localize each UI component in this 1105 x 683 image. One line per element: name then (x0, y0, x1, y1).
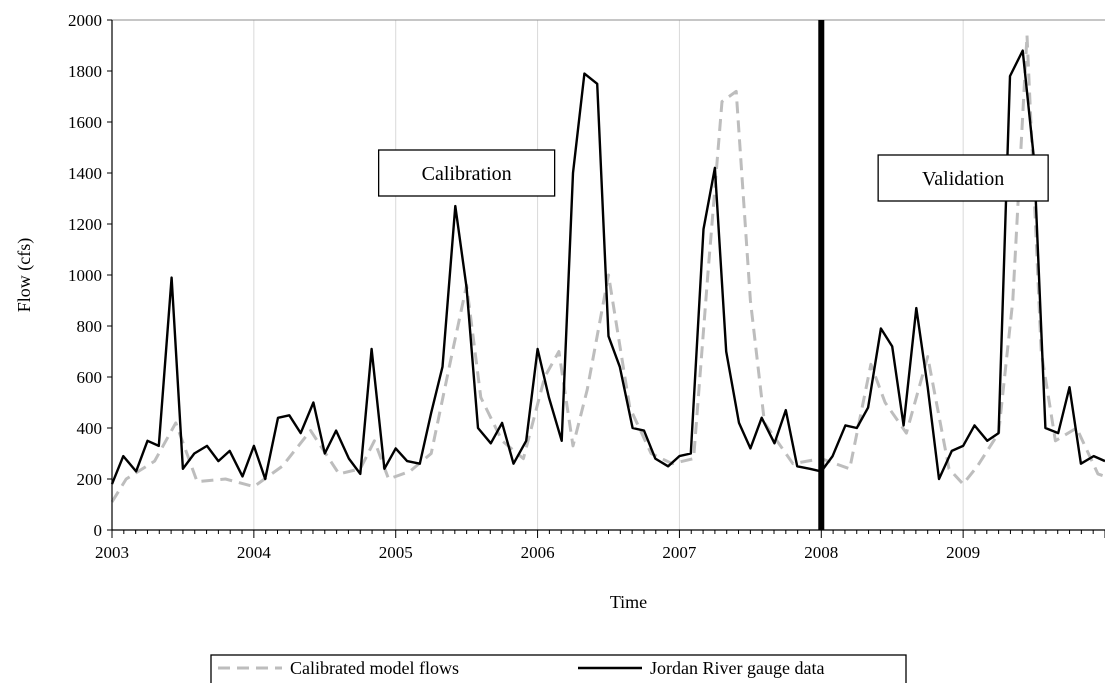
vertical-grid (111, 20, 964, 530)
x-tick-label: 2008 (804, 543, 838, 562)
y-tick-label: 0 (94, 521, 103, 540)
legend-box (210, 654, 907, 683)
annotation-box (377, 149, 556, 197)
y-tick-label: 200 (77, 470, 103, 489)
x-axis-title: Time (610, 592, 647, 612)
legend-label-calibrated-model: Calibrated model flows (290, 658, 459, 678)
y-tick-label: 800 (77, 317, 103, 336)
x-tick-label: 2004 (237, 543, 272, 562)
annotations: Calibration Validation (377, 149, 1049, 202)
y-tick-label: 1600 (68, 113, 102, 132)
y-tick-label: 600 (77, 368, 103, 387)
annotation-label: Calibration (422, 163, 512, 185)
y-tick-label: 1400 (68, 164, 102, 183)
x-tick-label: 2005 (379, 543, 413, 562)
y-tick-label: 2000 (68, 11, 102, 30)
series-line-calibrated-model (110, 33, 1105, 503)
y-tick-label: 1000 (68, 266, 102, 285)
x-tick-label: 2007 (662, 543, 697, 562)
x-tick-label: 2009 (946, 543, 980, 562)
y-tick-label: 1800 (68, 62, 102, 81)
annotation-label: Validation (922, 168, 1004, 190)
series-line-jordan-river-gauge (110, 49, 1105, 485)
annotation-box (877, 154, 1049, 202)
axes: 0 200 400 600 800 1000 1200 1400 1600 1800 2000 200… (14, 11, 1105, 612)
y-axis-title: Flow (cfs) (14, 238, 35, 313)
x-tick-label: 2003 (95, 543, 129, 562)
y-tick-label: 400 (77, 419, 103, 438)
x-tick-label: 2006 (521, 543, 555, 562)
y-tick-label: 1200 (68, 215, 102, 234)
series-group (110, 33, 1105, 503)
legend: Calibrated model flows Jordan River gauge… (210, 654, 907, 683)
legend-label-jordan-river-gauge: Jordan River gauge data (650, 658, 824, 678)
